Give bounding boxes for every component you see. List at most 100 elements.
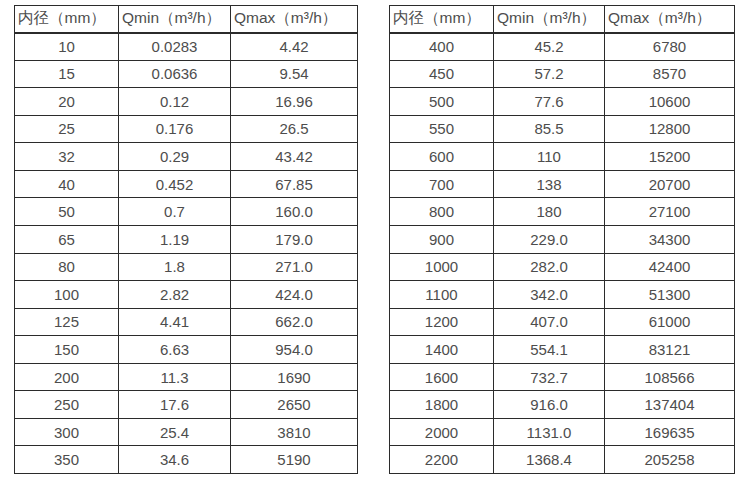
table-row: 150.06369.54	[15, 60, 358, 88]
table-cell: 26.5	[231, 115, 358, 143]
table-row: 1200407.061000	[390, 308, 735, 336]
table-cell: 0.0283	[119, 33, 231, 61]
table-cell: 1600	[390, 363, 494, 391]
table-cell: 732.7	[494, 363, 605, 391]
table-cell: 32	[15, 143, 119, 171]
table-cell: 40	[15, 170, 119, 198]
table-cell: 400	[390, 33, 494, 61]
table-cell: 34.6	[119, 446, 231, 474]
table-cell: 1200	[390, 308, 494, 336]
table-row: 1506.63954.0	[15, 336, 358, 364]
table-cell: 57.2	[494, 60, 605, 88]
table-cell: 229.0	[494, 225, 605, 253]
table-cell: 407.0	[494, 308, 605, 336]
table-cell: 138	[494, 170, 605, 198]
column-header: Qmax（m³/h）	[231, 6, 358, 33]
table-cell: 662.0	[231, 308, 358, 336]
table-row: 35034.65190	[15, 446, 358, 474]
table-cell: 0.176	[119, 115, 231, 143]
table-cell: 10	[15, 33, 119, 61]
table-row: 70013820700	[390, 170, 735, 198]
table-cell: 20	[15, 88, 119, 116]
table-cell: 180	[494, 198, 605, 226]
table-cell: 169635	[605, 418, 735, 446]
table-cell: 25	[15, 115, 119, 143]
table-cell: 85.5	[494, 115, 605, 143]
table-cell: 916.0	[494, 391, 605, 419]
table-cell: 25.4	[119, 418, 231, 446]
table-cell: 80	[15, 253, 119, 281]
header-row: 内径（mm）Qmin（m³/h）Qmax（m³/h）	[15, 6, 358, 33]
table-cell: 500	[390, 88, 494, 116]
table-cell: 100	[15, 281, 119, 309]
table-row: 1800916.0137404	[390, 391, 735, 419]
table-row: 900229.034300	[390, 225, 735, 253]
table-cell: 67.85	[231, 170, 358, 198]
table-cell: 0.29	[119, 143, 231, 171]
table-cell: 1400	[390, 336, 494, 364]
table-cell: 800	[390, 198, 494, 226]
table-cell: 5190	[231, 446, 358, 474]
table-cell: 110	[494, 143, 605, 171]
table-row: 60011015200	[390, 143, 735, 171]
table-cell: 1.8	[119, 253, 231, 281]
table-cell: 1131.0	[494, 418, 605, 446]
table-row: 200.1216.96	[15, 88, 358, 116]
table-row: 20011.31690	[15, 363, 358, 391]
table-cell: 179.0	[231, 225, 358, 253]
table-row: 20001131.0169635	[390, 418, 735, 446]
table-cell: 424.0	[231, 281, 358, 309]
table-row: 320.2943.42	[15, 143, 358, 171]
table-header: 内径（mm）Qmin（m³/h）Qmax（m³/h）	[15, 6, 358, 33]
table-body: 100.02834.42150.06369.54200.1216.96250.1…	[15, 33, 358, 474]
table-cell: 1690	[231, 363, 358, 391]
table-cell: 250	[15, 391, 119, 419]
table-cell: 51300	[605, 281, 735, 309]
table-cell: 4.41	[119, 308, 231, 336]
table-cell: 42400	[605, 253, 735, 281]
table-cell: 61000	[605, 308, 735, 336]
table-cell: 20700	[605, 170, 735, 198]
table-cell: 77.6	[494, 88, 605, 116]
table-cell: 205258	[605, 446, 735, 474]
table-cell: 50	[15, 198, 119, 226]
table-row: 50077.610600	[390, 88, 735, 116]
table-cell: 45.2	[494, 33, 605, 61]
table-cell: 160.0	[231, 198, 358, 226]
table-cell: 954.0	[231, 336, 358, 364]
table-cell: 12800	[605, 115, 735, 143]
table-cell: 200	[15, 363, 119, 391]
table-cell: 137404	[605, 391, 735, 419]
table-cell: 271.0	[231, 253, 358, 281]
table-cell: 125	[15, 308, 119, 336]
table-row: 1000282.042400	[390, 253, 735, 281]
flow-spec-table-large-diameters: 内径（mm）Qmin（m³/h）Qmax（m³/h） 40045.2678045…	[389, 5, 735, 474]
table-cell: 600	[390, 143, 494, 171]
table-cell: 9.54	[231, 60, 358, 88]
table-cell: 1800	[390, 391, 494, 419]
table-row: 40045.26780	[390, 33, 735, 61]
table-cell: 108566	[605, 363, 735, 391]
table-cell: 450	[390, 60, 494, 88]
table-cell: 4.42	[231, 33, 358, 61]
header-row: 内径（mm）Qmin（m³/h）Qmax（m³/h）	[390, 6, 735, 33]
table-row: 45057.28570	[390, 60, 735, 88]
table-cell: 1.19	[119, 225, 231, 253]
table-cell: 0.0636	[119, 60, 231, 88]
column-header: Qmin（m³/h）	[494, 6, 605, 33]
table-cell: 6.63	[119, 336, 231, 364]
table-row: 801.8271.0	[15, 253, 358, 281]
table-cell: 6780	[605, 33, 735, 61]
table-row: 25017.62650	[15, 391, 358, 419]
table-cell: 150	[15, 336, 119, 364]
flow-spec-table-small-diameters: 内径（mm）Qmin（m³/h）Qmax（m³/h） 100.02834.421…	[14, 5, 358, 474]
table-cell: 2000	[390, 418, 494, 446]
table-cell: 342.0	[494, 281, 605, 309]
table-cell: 1000	[390, 253, 494, 281]
table-row: 1400554.183121	[390, 336, 735, 364]
table-cell: 300	[15, 418, 119, 446]
table-cell: 10600	[605, 88, 735, 116]
column-header: Qmin（m³/h）	[119, 6, 231, 33]
table-cell: 0.452	[119, 170, 231, 198]
table-row: 500.7160.0	[15, 198, 358, 226]
